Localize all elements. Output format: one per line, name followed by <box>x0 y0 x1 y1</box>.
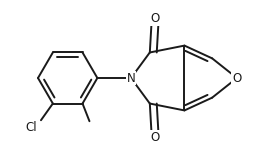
Text: O: O <box>150 12 159 25</box>
Text: N: N <box>127 71 135 84</box>
Text: O: O <box>150 131 159 144</box>
Text: O: O <box>232 71 241 84</box>
Text: Cl: Cl <box>25 121 37 134</box>
